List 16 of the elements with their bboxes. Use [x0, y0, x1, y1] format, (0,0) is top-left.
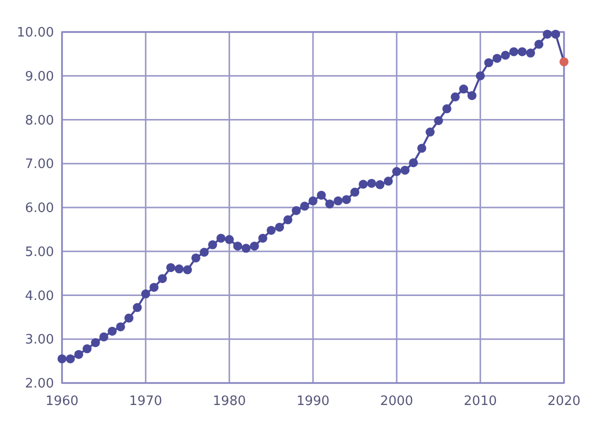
y-tick-label: 2.00 [25, 376, 54, 392]
x-tick-label: 1970 [129, 394, 162, 409]
x-tick-label: 1990 [296, 394, 330, 409]
y-tick-label: 4.00 [25, 288, 54, 304]
x-tick-label: 1980 [212, 394, 246, 409]
y-tick-label: 9.00 [25, 69, 54, 84]
y-tick-label: 10.00 [16, 26, 54, 40]
y-tick-label: 7.00 [25, 157, 54, 172]
x-tick-label: 2000 [380, 394, 414, 409]
y-tick-label: 3.00 [25, 332, 54, 348]
y-tick-label: 6.00 [25, 201, 54, 216]
x-tick-label: 2020 [547, 394, 581, 409]
x-tick-label: 1960 [45, 394, 79, 409]
x-tick-label: 2010 [464, 394, 497, 409]
y-tick-label: 5.00 [25, 244, 54, 260]
y-tick-label: 8.00 [25, 113, 54, 128]
